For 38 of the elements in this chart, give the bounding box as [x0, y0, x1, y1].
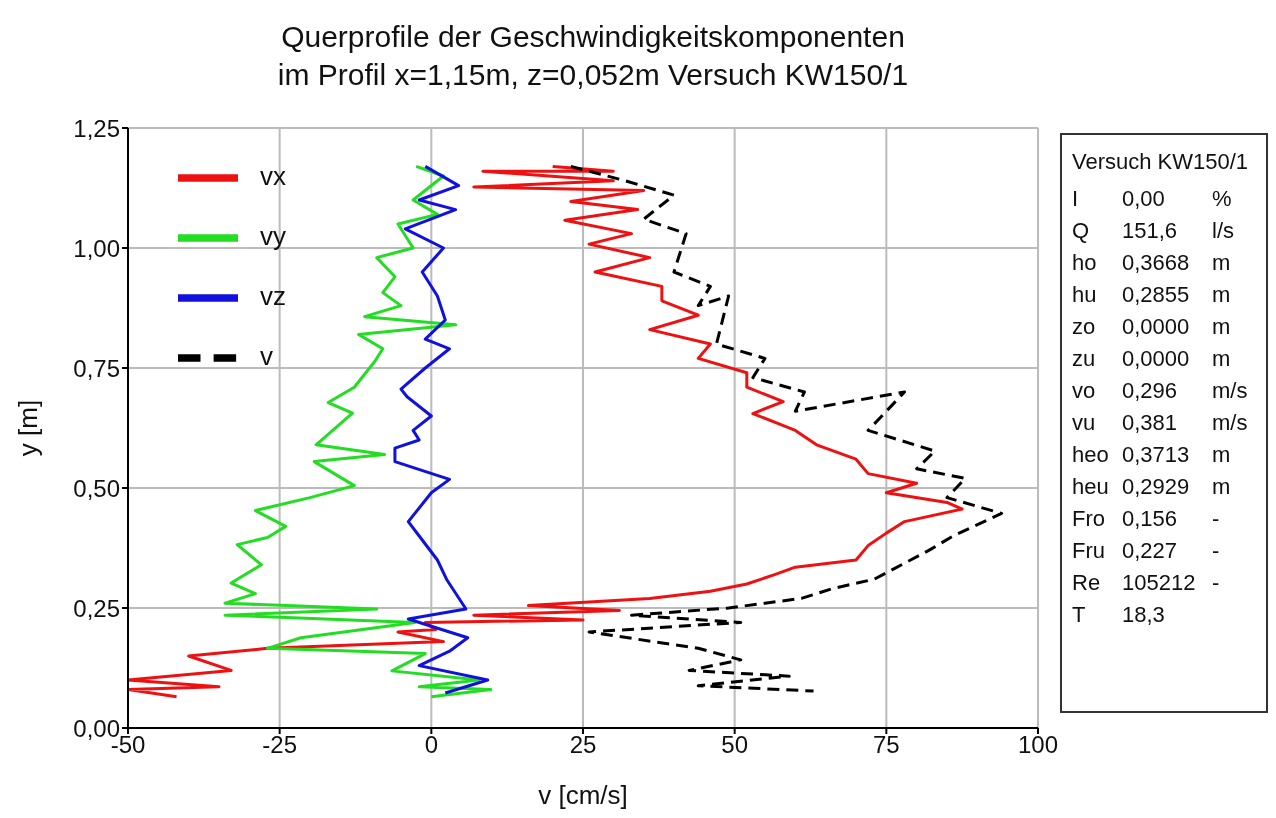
- x-tick-label: 75: [872, 731, 900, 759]
- line-series: [393, 164, 490, 695]
- text: vu 0,381 m/s: [1072, 410, 1248, 435]
- legend-label: vz: [260, 280, 286, 311]
- text: I 0,00 %: [1072, 186, 1232, 211]
- y-tick-label: 0,25: [73, 594, 120, 622]
- text: vo 0,296 m/s: [1072, 378, 1248, 403]
- text: heu 0,2929 m: [1072, 473, 1231, 501]
- text: zu 0,0000 m: [1072, 346, 1231, 371]
- y-axis-title: y [m]: [13, 399, 44, 457]
- text: Re 105212 -: [1072, 569, 1220, 597]
- x-axis-title: v [cm/s]: [538, 780, 628, 810]
- text: Versuch KW150/1: [1072, 149, 1250, 175]
- text: Q 151,6 l/s: [1072, 218, 1234, 243]
- text: ho 0,3668 m: [1072, 249, 1231, 277]
- line-series: [569, 164, 1004, 693]
- text: Fro 0,156 -: [1072, 506, 1220, 531]
- text: heo 0,3713 m: [1072, 441, 1231, 469]
- y-tick-label: 1,25: [73, 114, 120, 142]
- y-tick-label: 0,75: [73, 354, 120, 382]
- text: zo 0,0000 m: [1072, 314, 1231, 339]
- line-series: [128, 164, 964, 699]
- x-tick-label: -25: [262, 731, 298, 759]
- x-tick-label: 25: [569, 731, 597, 759]
- legend-label: v: [260, 340, 273, 371]
- x-tick-label: 100: [1017, 731, 1059, 759]
- chart-subtitle: im Profil x=1,15m, z=0,052m Versuch KW150/1: [276, 57, 910, 93]
- x-tick-label: 50: [721, 731, 749, 759]
- y-tick-label: 0,50: [73, 474, 120, 502]
- text: Fru 0,227 -: [1072, 538, 1220, 563]
- chart-title: Querprofile der Geschwindigkeitskomponenten: [280, 19, 906, 55]
- line-series: [223, 164, 493, 699]
- legend-label: vx: [260, 160, 286, 191]
- legend-label: vy: [260, 220, 286, 251]
- text: hu 0,2855 m: [1072, 281, 1231, 309]
- y-tick-label: 1,00: [73, 234, 120, 262]
- x-tick-label: 0: [424, 731, 439, 759]
- text: T 18,3: [1072, 602, 1165, 627]
